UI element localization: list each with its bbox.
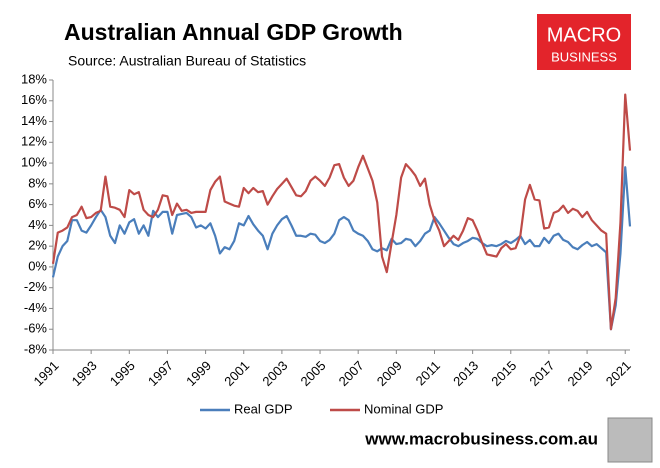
y-tick-label: -8%	[24, 341, 48, 356]
x-tick-label: 2013	[450, 358, 481, 389]
logo-bottom: BUSINESS	[551, 49, 617, 64]
data-line	[51, 93, 632, 331]
y-tick-label: 14%	[21, 113, 47, 128]
x-tick-label: 1993	[69, 358, 100, 389]
legend-label: Nominal GDP	[364, 401, 443, 416]
y-tick-label: 16%	[21, 92, 47, 107]
x-tick-label: 1991	[30, 358, 61, 389]
x-tick-label: 1997	[145, 358, 176, 389]
x-tick-label: 2021	[603, 358, 634, 389]
y-tick-label: 4%	[28, 217, 47, 232]
x-tick-label: 2017	[526, 358, 557, 389]
y-tick-label: 8%	[28, 175, 47, 190]
x-tick-label: 2007	[336, 358, 367, 389]
y-tick-label: 18%	[21, 71, 47, 86]
y-tick-label: 12%	[21, 134, 47, 149]
x-tick-label: 2009	[374, 358, 405, 389]
data-line	[51, 166, 632, 331]
y-tick-label: -6%	[24, 321, 48, 336]
x-tick-label: 2019	[565, 358, 596, 389]
y-tick-label: 10%	[21, 155, 47, 170]
x-tick-label: 2001	[221, 358, 252, 389]
logo-top: MACRO	[547, 24, 621, 46]
logo-box	[537, 14, 631, 70]
logo-icon	[607, 417, 653, 463]
x-tick-label: 2005	[298, 358, 329, 389]
chart-subtitle: Source: Australian Bureau of Statistics	[68, 53, 306, 69]
url: www.macrobusiness.com.au	[364, 429, 598, 448]
x-tick-label: 1999	[183, 358, 214, 389]
y-tick-label: -4%	[24, 300, 48, 315]
y-tick-label: 6%	[28, 196, 47, 211]
legend-label: Real GDP	[234, 401, 293, 416]
y-tick-label: 0%	[28, 258, 47, 273]
x-tick-label: 2015	[488, 358, 519, 389]
y-tick-label: -2%	[24, 279, 48, 294]
y-tick-label: 2%	[28, 238, 47, 253]
x-tick-label: 2003	[259, 358, 290, 389]
x-tick-label: 1995	[107, 358, 138, 389]
chart-title: Australian Annual GDP Growth	[64, 19, 403, 45]
x-tick-label: 2011	[413, 358, 443, 388]
